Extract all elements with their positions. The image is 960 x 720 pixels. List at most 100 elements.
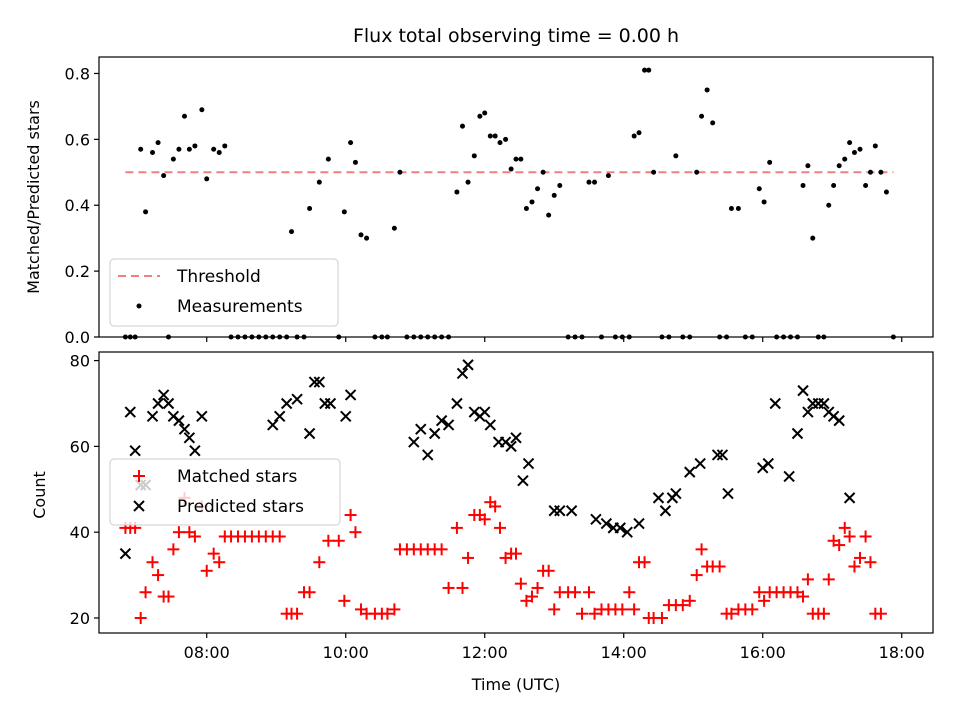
bottom-y-tick-label: 60 bbox=[70, 437, 90, 456]
matched-stars-point bbox=[442, 581, 455, 594]
measurement-point bbox=[176, 146, 182, 152]
predicted-stars-point bbox=[146, 410, 159, 423]
measurement-point bbox=[503, 136, 509, 142]
measurement-point bbox=[397, 169, 403, 175]
legend-threshold-label: Threshold bbox=[176, 267, 261, 287]
predicted-stars-point bbox=[435, 414, 448, 427]
measurement-point bbox=[364, 235, 370, 241]
top-y-tick-label: 0.4 bbox=[65, 196, 90, 215]
matched-stars-point bbox=[510, 547, 522, 560]
matched-stars-point bbox=[683, 594, 696, 607]
predicted-stars-point bbox=[183, 432, 196, 444]
matched-stars-point bbox=[435, 543, 448, 556]
measurement-point bbox=[631, 133, 637, 139]
chart-title: Flux total observing time = 0.00 h bbox=[353, 25, 679, 47]
matched-stars-point bbox=[655, 611, 668, 624]
predicted-stars-point bbox=[600, 517, 613, 530]
matched-stars-point bbox=[188, 530, 201, 543]
matched-stars-point bbox=[531, 581, 544, 594]
matched-stars-point bbox=[273, 530, 286, 543]
measurement-point bbox=[651, 169, 657, 175]
matched-stars-point bbox=[478, 513, 491, 526]
predicted-stars-point bbox=[340, 410, 352, 423]
measurement-point bbox=[535, 186, 541, 192]
matched-stars-point bbox=[628, 603, 641, 616]
measurement-point bbox=[767, 159, 773, 165]
legend-predicted-swatch bbox=[133, 500, 145, 512]
top-axes-frame bbox=[98, 56, 934, 338]
measurement-point bbox=[761, 199, 767, 205]
measurement-point bbox=[557, 182, 563, 188]
matched-stars-point bbox=[848, 560, 861, 573]
measurement-point bbox=[529, 199, 535, 205]
predicted-stars-point bbox=[119, 547, 132, 560]
measurement-point bbox=[204, 176, 210, 182]
measurement-point bbox=[605, 173, 611, 179]
predicted-stars-point bbox=[408, 436, 420, 448]
measurement-point bbox=[735, 206, 741, 212]
matched-stars-point bbox=[388, 603, 401, 616]
measurement-point bbox=[857, 146, 863, 152]
measurement-point bbox=[513, 156, 519, 162]
matched-stars-point bbox=[690, 569, 703, 582]
matched-stars-point bbox=[338, 594, 351, 607]
measurement-point bbox=[851, 150, 857, 156]
predicted-stars-point bbox=[129, 444, 141, 457]
matched-stars-point bbox=[758, 594, 771, 607]
bottom-x-tick-label: 18:00 bbox=[879, 643, 925, 662]
measurement-point bbox=[459, 123, 465, 129]
matched-stars-point bbox=[833, 539, 846, 552]
measurement-point bbox=[546, 212, 552, 218]
measurement-point bbox=[540, 169, 546, 175]
measurement-point bbox=[348, 140, 354, 146]
predicted-stars-point bbox=[659, 505, 672, 517]
matched-stars-point bbox=[291, 607, 304, 620]
matched-stars-point bbox=[638, 556, 651, 569]
measurement-point bbox=[155, 140, 161, 146]
measurement-point bbox=[642, 67, 648, 73]
predicted-stars-point bbox=[722, 487, 734, 500]
measurement-point bbox=[497, 140, 503, 146]
bottom-axes-frame bbox=[98, 351, 934, 634]
matched-stars-point bbox=[200, 564, 213, 577]
bottom-panel: Count Time (UTC) 20 40 60 80 08:00 10:00 12:00… bbox=[30, 351, 934, 694]
measurement-point bbox=[341, 209, 347, 215]
x-axis-label: Time (UTC) bbox=[471, 675, 560, 694]
measurement-point bbox=[170, 156, 176, 162]
matched-stars-point bbox=[134, 611, 147, 624]
predicted-stars-point bbox=[442, 419, 455, 431]
predicted-stars-point bbox=[484, 419, 496, 431]
predicted-stars-point bbox=[833, 414, 845, 427]
measurement-point bbox=[756, 186, 762, 192]
measurement-point bbox=[704, 87, 710, 93]
matched-stars-point bbox=[167, 543, 180, 556]
predicted-stars-point bbox=[157, 389, 170, 401]
matched-stars-point bbox=[450, 521, 463, 534]
predicted-stars-point bbox=[797, 384, 809, 397]
matched-stars-point bbox=[489, 500, 502, 513]
top-y-tick-label: 0.2 bbox=[65, 262, 90, 281]
measurement-point bbox=[192, 143, 198, 149]
top-legend-frame bbox=[109, 258, 339, 327]
predicted-stars-point bbox=[162, 397, 175, 410]
predicted-stars-point bbox=[178, 423, 191, 435]
predicted-stars-point bbox=[652, 492, 665, 504]
predicted-stars-point bbox=[313, 376, 326, 388]
matched-stars-point bbox=[838, 521, 851, 534]
matched-stars-point bbox=[569, 586, 582, 599]
matched-stars-point bbox=[494, 521, 507, 534]
measurement-point bbox=[831, 182, 837, 188]
measurement-point bbox=[551, 192, 557, 198]
matched-stars-point bbox=[843, 530, 856, 543]
predicted-stars-point bbox=[280, 397, 293, 410]
measurement-point bbox=[847, 140, 853, 146]
measurement-point bbox=[358, 232, 364, 238]
bottom-legend-frame bbox=[109, 458, 341, 526]
measurement-point bbox=[673, 153, 679, 159]
measurement-point bbox=[181, 113, 187, 119]
matched-stars-point bbox=[695, 543, 708, 556]
matched-stars-point bbox=[725, 607, 738, 620]
matched-stars-point bbox=[322, 534, 335, 547]
measurement-point bbox=[211, 146, 217, 152]
